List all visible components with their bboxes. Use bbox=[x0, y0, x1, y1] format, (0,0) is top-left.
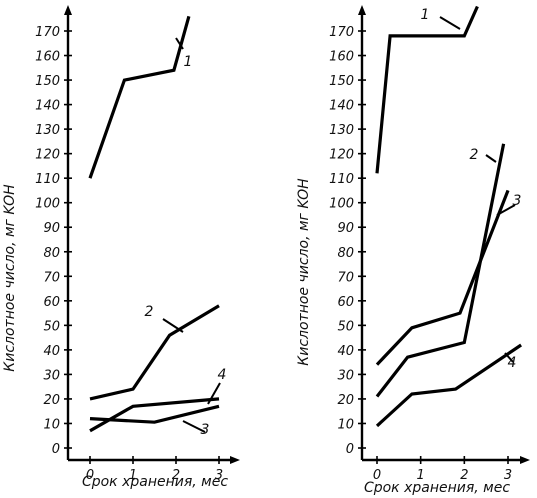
y-tick-label: 140 bbox=[35, 99, 60, 114]
y-tick-label: 30 bbox=[337, 368, 354, 383]
y-tick-label: 40 bbox=[43, 344, 60, 359]
y-tick-label: 60 bbox=[43, 295, 60, 310]
y-tick-label: 110 bbox=[35, 172, 60, 187]
x-tick-label: 3 bbox=[504, 468, 512, 483]
y-tick-label: 160 bbox=[329, 50, 354, 65]
series-leader-2 bbox=[162, 318, 184, 333]
x-axis-arrow bbox=[520, 456, 530, 464]
y-axis-label: Кислотное число, мг KOH bbox=[2, 184, 18, 372]
y-tick-label: 10 bbox=[337, 417, 354, 432]
y-tick-label: 100 bbox=[329, 197, 354, 212]
y-tick-label: 140 bbox=[329, 99, 354, 114]
y-tick-label: 50 bbox=[43, 319, 60, 334]
x-tick-label: 2 bbox=[460, 468, 468, 483]
y-tick-label: 90 bbox=[337, 221, 354, 236]
y-tick-label: 90 bbox=[43, 221, 60, 236]
x-tick-label: 0 bbox=[86, 468, 94, 483]
y-tick-label: 20 bbox=[337, 393, 354, 408]
series-leader-3 bbox=[496, 204, 516, 216]
series-line-4 bbox=[375, 343, 522, 428]
series-label-3: 3 bbox=[201, 422, 210, 438]
x-tick-label: 1 bbox=[129, 468, 137, 483]
x-axis-arrow bbox=[230, 456, 240, 464]
y-axis-label: Кислотное число, мг KOH bbox=[296, 178, 312, 366]
series-leader-1 bbox=[175, 37, 184, 50]
y-tick-label: 80 bbox=[337, 246, 354, 261]
y-tick-label: 70 bbox=[337, 270, 354, 285]
y-tick-label: 60 bbox=[337, 295, 354, 310]
series-leader-1 bbox=[439, 16, 461, 30]
series-leader-4 bbox=[207, 382, 221, 405]
y-tick-label: 70 bbox=[43, 270, 60, 285]
y-tick-label: 170 bbox=[329, 25, 354, 40]
y-tick-label: 110 bbox=[329, 172, 354, 187]
series-line-4 bbox=[89, 397, 220, 433]
series-label-2: 2 bbox=[145, 304, 154, 320]
y-tick-label: 150 bbox=[35, 74, 60, 89]
y-tick-label: 80 bbox=[43, 246, 60, 261]
series-leader-3 bbox=[182, 420, 206, 433]
x-axis-label: Срок хранения, мес bbox=[364, 480, 510, 496]
y-tick-label: 130 bbox=[35, 123, 60, 138]
series-label-4: 4 bbox=[508, 355, 517, 371]
y-tick-label: 30 bbox=[43, 368, 60, 383]
y-tick-label: 50 bbox=[337, 319, 354, 334]
series-label-4: 4 bbox=[218, 367, 227, 383]
series-line-2 bbox=[89, 304, 220, 401]
x-tick-label: 3 bbox=[215, 468, 223, 483]
x-axis-label: Срок хранения, мес bbox=[82, 474, 228, 490]
series-line-2 bbox=[375, 143, 506, 398]
y-tick-label: 160 bbox=[35, 50, 60, 65]
x-tick-label: 0 bbox=[373, 468, 381, 483]
y-tick-label: 10 bbox=[43, 417, 60, 432]
x-tick-label: 1 bbox=[417, 468, 425, 483]
chart-right: 0102030405060708090100110120130140150160… bbox=[296, 5, 530, 496]
series-label-1: 1 bbox=[421, 7, 430, 23]
y-axis-arrow bbox=[358, 5, 366, 15]
y-tick-label: 120 bbox=[329, 148, 354, 163]
y-tick-label: 40 bbox=[337, 344, 354, 359]
series-label-3: 3 bbox=[513, 193, 522, 209]
series-leader-4 bbox=[504, 352, 514, 363]
y-tick-label: 170 bbox=[35, 25, 60, 40]
series-label-2: 2 bbox=[470, 147, 479, 163]
chart-left: 0102030405060708090100110120130140150160… bbox=[2, 5, 240, 490]
series-line-1 bbox=[88, 15, 191, 179]
series-line-1 bbox=[375, 5, 479, 174]
y-tick-label: 100 bbox=[35, 197, 60, 212]
y-tick-label: 130 bbox=[329, 123, 354, 138]
y-axis-arrow bbox=[64, 5, 72, 15]
series-line-3 bbox=[375, 189, 510, 366]
y-tick-label: 0 bbox=[346, 442, 354, 457]
x-tick-label: 2 bbox=[172, 468, 180, 483]
y-tick-label: 0 bbox=[52, 442, 60, 457]
y-tick-label: 150 bbox=[329, 74, 354, 89]
series-leader-2 bbox=[485, 154, 497, 163]
series-label-1: 1 bbox=[184, 54, 193, 70]
y-tick-label: 120 bbox=[35, 148, 60, 163]
y-tick-label: 20 bbox=[43, 393, 60, 408]
